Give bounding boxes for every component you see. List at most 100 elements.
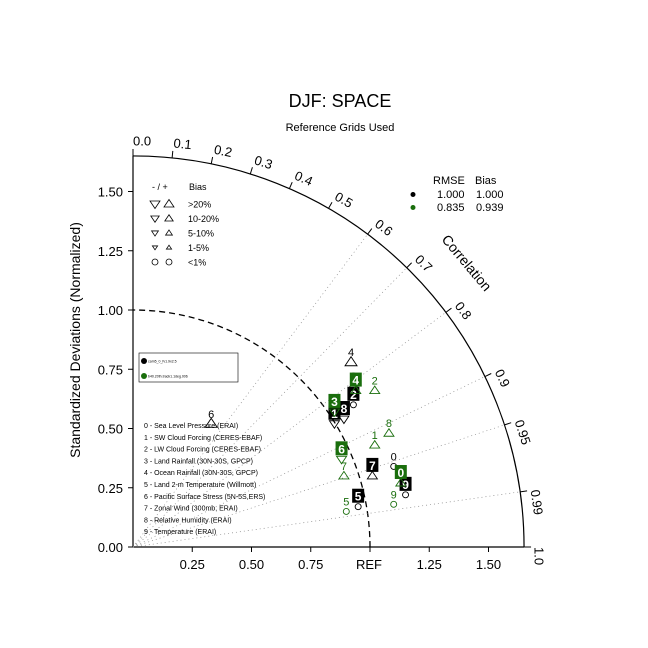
y-axis-label: Standardized Deviations (Normalized) [67,222,83,458]
point-label: 1 [372,430,378,442]
chart-title: DJF: SPACE [289,91,392,111]
point-label: 5 [355,490,362,504]
point-label: 4 [348,347,354,359]
y-tick-label: 1.50 [98,185,123,200]
y-tick-label: 1.00 [98,303,123,318]
stats-bias-value: 0.939 [476,202,504,214]
data-point [328,420,341,430]
point-label-box [328,393,341,408]
data-point [338,415,350,425]
point-label: 0 [391,451,397,463]
bias-legend-marker-up [165,244,173,250]
correlation-tick [504,422,512,426]
correlation-tick [520,490,528,493]
bias-legend-label: 1-5% [188,243,209,253]
variable-legend-item: 4 - Ocean Rainfall (30N-30S, GPCP) [144,470,258,477]
point-label-box [366,457,379,472]
point-label: 6 [208,409,214,421]
bias-legend-sign: - / + [152,182,168,192]
correlation-tick-label: 1.0 [532,547,547,565]
correlation-tick-label: 0.2 [213,142,234,160]
case-legend-label: cam5_0_fv1.9x2.5 [148,360,177,364]
point-label: 4 [352,374,359,388]
bias-legend-marker-up [164,213,174,222]
stats-rmse-value: 0.835 [437,202,465,214]
bias-legend-header: Bias [189,182,207,192]
variable-legend-item: 6 - Pacific Surface Stress (5N-5S,ERS) [144,494,265,501]
correlation-tick-label: 0.7 [412,252,435,275]
point-label-box [394,465,407,480]
chart-subtitle: Reference Grids Used [286,122,395,134]
bias-legend-label: 5-10% [188,229,214,239]
bias-legend-label: >20% [188,200,211,210]
point-label: 8 [341,402,348,416]
bias-legend-marker-down [149,200,161,210]
data-point [368,385,381,395]
correlation-tick-label: 0.0 [133,133,151,148]
correlation-tick-label: 0.1 [173,135,192,152]
bias-legend-marker-up [165,258,173,266]
variable-legend-item: 5 - Land 2-m Temperature (Willmott) [144,482,256,489]
point-label-box [352,488,365,503]
point-label-box [335,441,348,456]
bias-legend-label: 10-20% [188,214,219,224]
x-tick-label: 0.50 [239,557,264,572]
variable-legend-item: 9 - Temperature (ERAI) [144,529,216,536]
y-tick-label: 0.25 [98,481,123,496]
x-tick-label: 0.75 [298,557,323,572]
bias-legend-marker-up [163,198,175,208]
point-label: 6 [338,442,345,456]
point-label: 9 [391,489,397,501]
correlation-tick [328,202,333,209]
correlation-label: Correlation [439,231,495,294]
point-label: 2 [372,376,378,388]
case-legend-label: b40.20th.track1.1deg.006 [148,375,188,379]
bias-legend-marker-down [151,245,159,251]
data-point [349,385,362,395]
point-label: 8 [386,418,392,430]
bias-legend-marker-down [150,215,160,224]
correlation-tick [406,262,412,269]
data-point [338,470,350,480]
correlation-tick-label: 0.9 [492,367,513,390]
y-tick-label: 0.75 [98,362,123,377]
point-label: 0 [397,466,404,480]
variable-legend-item: 3 - Land Rainfall (30N-30S, GPCP) [144,458,253,465]
x-tick-label: 1.25 [417,557,442,572]
point-label-box [349,372,362,387]
variable-legend-item: 2 - LW Cloud Forcing (CERES-EBAF) [144,447,261,454]
point-label: 3 [331,395,338,409]
data-point [383,427,395,437]
data-point [344,355,358,367]
stats-rmse-header: RMSE [433,175,465,187]
correlation-arc [132,155,525,548]
case-legend-box [138,352,239,383]
data-point [349,401,357,409]
point-label: 2 [350,388,357,402]
ref-label: REF [356,557,382,572]
point-label: 1 [331,407,338,421]
correlation-tick-label: 0.4 [292,168,315,189]
bias-legend-marker-down [150,230,160,237]
correlation-tick [210,156,214,164]
y-tick-label: 1.25 [98,244,123,259]
data-point [342,508,350,515]
variable-legend-item: 1 - SW Cloud Forcing (CERES-EBAF) [144,435,262,442]
bias-legend-label: <1% [188,258,206,268]
plot-area: 0.25 0.50 0.75 1.25 1.500.000.250.500.751.00… [98,133,547,572]
stats-bias-header: Bias [475,175,497,187]
data-point [328,408,341,418]
data-point [354,503,362,511]
correlation-tick-label: 0.6 [372,216,395,239]
variable-legend-item: 8 - Relative Humidity (ERAI) [144,517,232,524]
correlation-tick [484,373,492,377]
point-label: 7 [369,459,376,473]
y-tick-label: 0.00 [98,540,123,555]
variable-legend-item: 7 - Zonal Wind (300mb, ERAI) [144,506,238,513]
correlation-tick [445,307,452,313]
case-legend-marker [141,358,147,364]
x-tick-label: 0.25 [180,557,205,572]
point-label-box [337,401,350,416]
stats-bias-value: 1.000 [476,189,504,201]
point-label: 5 [343,496,349,508]
